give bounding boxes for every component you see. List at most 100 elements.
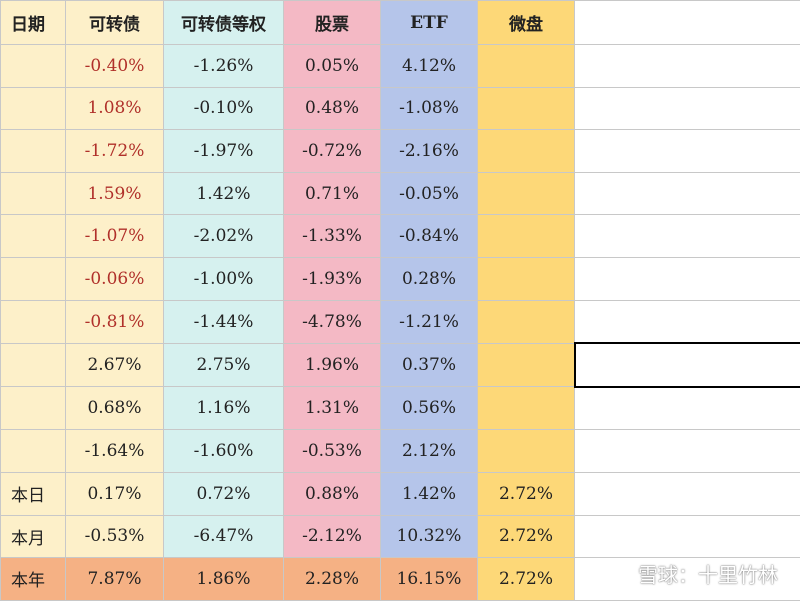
empty-cell <box>478 387 575 430</box>
table-cell: -0.53% <box>284 430 381 473</box>
empty-cell <box>1 300 66 343</box>
table-cell: -4.78% <box>284 300 381 343</box>
empty-cell <box>478 45 575 88</box>
table-row: -0.06%-1.00%-1.93%0.28% <box>1 257 800 300</box>
empty-cell <box>478 215 575 258</box>
empty-cell <box>478 300 575 343</box>
table-cell: 2.72% <box>478 515 575 558</box>
table-cell: 0.05% <box>284 45 381 88</box>
header-cell: 日期 <box>1 1 66 45</box>
table-cell: 10.32% <box>381 515 478 558</box>
empty-cell <box>575 130 800 173</box>
empty-cell <box>575 45 800 88</box>
empty-cell <box>478 172 575 215</box>
table-cell: 0.71% <box>284 172 381 215</box>
empty-cell <box>478 130 575 173</box>
table-cell: 0.17% <box>66 472 164 515</box>
table-cell: -1.72% <box>66 130 164 173</box>
table-row: 本月-0.53%-6.47%-2.12%10.32%2.72% <box>1 515 800 558</box>
table-cell: -0.53% <box>66 515 164 558</box>
table-cell: 1.08% <box>66 87 164 130</box>
table-cell: -1.07% <box>66 215 164 258</box>
table-cell: -0.06% <box>66 257 164 300</box>
table-cell: -2.16% <box>381 130 478 173</box>
table-cell: -1.33% <box>284 215 381 258</box>
empty-cell <box>575 515 800 558</box>
table-cell: -1.97% <box>164 130 284 173</box>
header-cell: ETF <box>381 1 478 45</box>
table-body: -0.40%-1.26%0.05%4.12%1.08%-0.10%0.48%-1… <box>1 45 800 601</box>
empty-cell <box>1 130 66 173</box>
table-cell: 0.72% <box>164 472 284 515</box>
table-cell: 1.59% <box>66 172 164 215</box>
empty-cell <box>1 45 66 88</box>
table-cell: -1.60% <box>164 430 284 473</box>
table-cell: -1.21% <box>381 300 478 343</box>
empty-cell <box>575 300 800 343</box>
table-cell: 2.75% <box>164 343 284 387</box>
empty-cell <box>575 215 800 258</box>
table-row: 2.67%2.75%1.96%0.37% <box>1 343 800 387</box>
empty-cell <box>478 430 575 473</box>
empty-cell <box>575 430 800 473</box>
table-cell: 1.42% <box>164 172 284 215</box>
table-cell: -6.47% <box>164 515 284 558</box>
empty-cell <box>1 387 66 430</box>
empty-cell <box>1 87 66 130</box>
table-cell: 本月 <box>1 515 66 558</box>
table-row: 0.68%1.16%1.31%0.56% <box>1 387 800 430</box>
table-cell: -1.64% <box>66 430 164 473</box>
table-row: -1.72%-1.97%-0.72%-2.16% <box>1 130 800 173</box>
empty-cell <box>1 172 66 215</box>
table-cell: 7.87% <box>66 558 164 601</box>
table-row: -0.81%-1.44%-4.78%-1.21% <box>1 300 800 343</box>
table-cell: -0.05% <box>381 172 478 215</box>
header-cell: 可转债 <box>66 1 164 45</box>
empty-cell <box>1 215 66 258</box>
table-cell: 16.15% <box>381 558 478 601</box>
empty-cell <box>478 87 575 130</box>
table-cell: 2.72% <box>478 558 575 601</box>
table-cell: -1.44% <box>164 300 284 343</box>
table-cell: 0.68% <box>66 387 164 430</box>
empty-cell <box>1 257 66 300</box>
table-cell: 1.31% <box>284 387 381 430</box>
table-cell: 0.88% <box>284 472 381 515</box>
table-row: 1.08%-0.10%0.48%-1.08% <box>1 87 800 130</box>
header-cell: 可转债等权 <box>164 1 284 45</box>
table-cell: 1.16% <box>164 387 284 430</box>
empty-cell <box>1 430 66 473</box>
table-cell: -1.26% <box>164 45 284 88</box>
empty-cell <box>575 387 800 430</box>
table-cell: -2.12% <box>284 515 381 558</box>
empty-cell <box>575 172 800 215</box>
table-cell: 1.96% <box>284 343 381 387</box>
empty-cell <box>575 343 800 387</box>
table-cell: -1.93% <box>284 257 381 300</box>
table-cell: 0.56% <box>381 387 478 430</box>
header-cell: 股票 <box>284 1 381 45</box>
watermark: 雪球：十里竹林 <box>638 559 778 588</box>
table-cell: -1.00% <box>164 257 284 300</box>
table-cell: -1.08% <box>381 87 478 130</box>
table-cell: 0.28% <box>381 257 478 300</box>
table-cell: -0.10% <box>164 87 284 130</box>
table-cell: 0.37% <box>381 343 478 387</box>
table-cell: 4.12% <box>381 45 478 88</box>
table-cell: -2.02% <box>164 215 284 258</box>
table-cell: 0.48% <box>284 87 381 130</box>
empty-cell <box>575 1 800 45</box>
table-row: -0.40%-1.26%0.05%4.12% <box>1 45 800 88</box>
table-cell: 本日 <box>1 472 66 515</box>
table-cell: 2.72% <box>478 472 575 515</box>
table-cell: -0.84% <box>381 215 478 258</box>
table-cell: 2.67% <box>66 343 164 387</box>
empty-cell <box>575 257 800 300</box>
table-cell: 1.42% <box>381 472 478 515</box>
header-cell: 微盘 <box>478 1 575 45</box>
table-cell: -0.72% <box>284 130 381 173</box>
